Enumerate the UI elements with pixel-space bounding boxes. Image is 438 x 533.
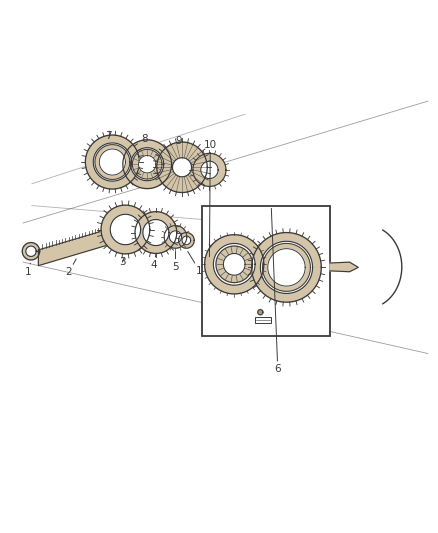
Text: 10: 10 [204,140,217,257]
Polygon shape [164,225,187,248]
Text: 1: 1 [25,263,32,277]
Polygon shape [135,212,177,254]
Text: 2: 2 [66,259,76,277]
Text: 8: 8 [141,134,148,144]
Polygon shape [85,135,139,189]
Polygon shape [143,220,169,246]
Polygon shape [95,144,130,180]
Polygon shape [138,156,156,173]
Polygon shape [22,243,40,260]
Polygon shape [173,158,191,177]
Polygon shape [170,231,182,243]
Polygon shape [39,226,119,265]
Bar [201,206,330,336]
Polygon shape [132,149,162,179]
Polygon shape [252,232,321,302]
Text: 1: 1 [188,252,203,276]
Polygon shape [110,214,141,245]
Polygon shape [119,223,127,241]
Polygon shape [268,249,305,286]
Polygon shape [93,143,131,181]
Polygon shape [26,246,36,256]
Text: 7: 7 [106,131,112,141]
Polygon shape [193,154,226,187]
Polygon shape [258,310,263,315]
Polygon shape [101,205,150,254]
Polygon shape [330,262,358,272]
Text: 6: 6 [271,208,281,374]
Polygon shape [179,232,194,248]
Polygon shape [157,142,207,192]
Bar [254,317,271,323]
Text: 5: 5 [172,252,179,271]
Polygon shape [201,161,218,179]
Polygon shape [216,246,253,282]
Polygon shape [213,244,255,285]
Text: 4: 4 [150,254,157,270]
Polygon shape [260,241,313,294]
Polygon shape [182,236,191,245]
Text: 9: 9 [176,136,182,146]
Polygon shape [205,235,264,294]
Polygon shape [99,149,125,175]
Polygon shape [131,148,164,181]
Text: 3: 3 [119,257,126,267]
Polygon shape [223,254,245,275]
Polygon shape [123,140,172,189]
Polygon shape [262,244,311,292]
